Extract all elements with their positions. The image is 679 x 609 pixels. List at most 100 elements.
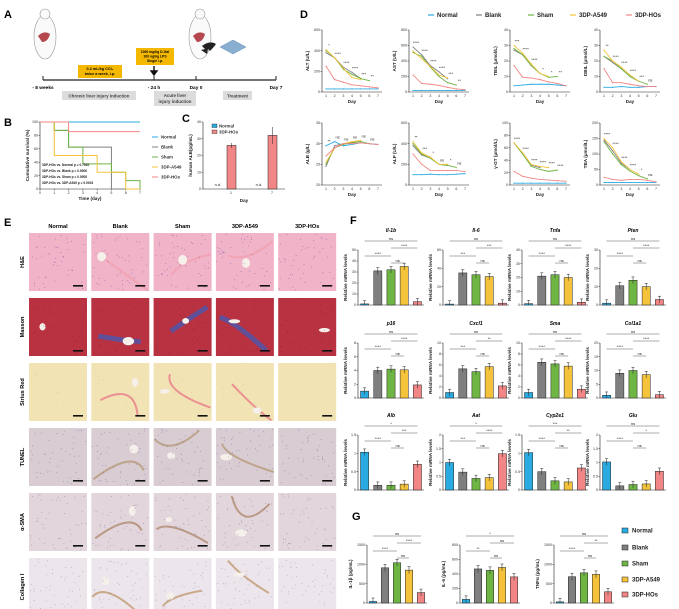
nucleus	[302, 299, 304, 301]
y-tick-label: 6	[518, 363, 520, 367]
bar-sham	[393, 562, 401, 604]
nucleus	[287, 593, 289, 595]
histology-image[interactable]	[278, 363, 337, 421]
histology-image[interactable]	[91, 363, 150, 421]
nucleus	[101, 235, 103, 237]
nucleus	[324, 329, 325, 331]
nucleus	[164, 519, 166, 521]
tissue-background	[278, 493, 337, 551]
nucleus	[143, 393, 145, 395]
x-tick-label: 7	[565, 94, 567, 98]
nucleus	[286, 331, 288, 333]
significance-label: ****	[531, 57, 538, 62]
nucleus	[307, 436, 309, 438]
nucleus	[267, 510, 269, 512]
nucleus	[316, 548, 318, 550]
histology-image[interactable]	[91, 428, 150, 486]
histology-image[interactable]	[153, 363, 212, 421]
nucleus	[98, 596, 100, 598]
histology-image[interactable]	[29, 558, 87, 609]
nucleus	[68, 406, 70, 408]
nucleus	[108, 305, 110, 307]
x-tick-label: 3	[620, 94, 622, 98]
nucleus	[82, 287, 84, 289]
x-tick-label: 5	[110, 191, 112, 195]
nucleus	[293, 509, 295, 511]
nucleus	[263, 275, 265, 277]
y-tick-label: 20	[316, 183, 320, 187]
histology-image[interactable]	[91, 298, 150, 356]
nucleus	[193, 328, 195, 330]
histology-image[interactable]	[278, 493, 337, 551]
nucleus	[64, 306, 66, 308]
histology-image[interactable]	[215, 428, 275, 486]
nucleus	[31, 495, 33, 497]
histology-image[interactable]	[29, 233, 87, 291]
histology-image[interactable]	[153, 428, 212, 486]
nucleus	[292, 587, 294, 589]
histology-image[interactable]	[29, 298, 87, 356]
histology-image[interactable]	[91, 558, 150, 609]
nucleus	[229, 524, 230, 526]
histology-image[interactable]	[153, 233, 212, 291]
nucleus	[117, 438, 119, 440]
nucleus	[57, 246, 59, 248]
significance-label: ****	[375, 436, 382, 441]
nucleus	[271, 372, 273, 374]
scale-bar	[197, 285, 208, 287]
bar-sham	[386, 368, 396, 399]
nucleus	[314, 369, 316, 371]
nucleus	[287, 332, 289, 333]
histology-image[interactable]	[215, 558, 274, 609]
nucleus	[222, 256, 224, 258]
nucleus	[56, 384, 58, 386]
bar-sham	[580, 572, 588, 604]
nucleus	[303, 461, 305, 462]
histology-image[interactable]	[153, 558, 212, 609]
significance-label: ****	[565, 336, 572, 341]
nucleus	[290, 567, 292, 569]
nucleus	[93, 410, 95, 411]
series-line-3dp-a549	[603, 49, 639, 82]
nucleus	[247, 454, 248, 456]
nucleus	[146, 264, 148, 266]
histology-image[interactable]	[91, 233, 150, 292]
nucleus	[139, 532, 141, 534]
nucleus	[228, 456, 230, 458]
nucleus	[323, 313, 325, 315]
nucleus	[95, 397, 97, 399]
histology-image[interactable]	[215, 493, 274, 551]
nucleus	[250, 428, 251, 430]
nucleus	[284, 470, 286, 472]
histology-image[interactable]	[278, 558, 337, 609]
histology-image[interactable]	[29, 428, 87, 486]
y-tick-label: 2	[439, 385, 441, 389]
nucleus	[57, 537, 59, 539]
nucleus	[247, 368, 249, 370]
histology-image[interactable]	[278, 298, 337, 356]
histology-image[interactable]	[278, 428, 337, 486]
x-tick-label: 1	[325, 94, 327, 98]
histology-image[interactable]	[29, 363, 87, 421]
histology-image[interactable]	[215, 363, 274, 422]
histology-image[interactable]	[91, 493, 150, 551]
y-tick-label: 10	[352, 292, 356, 296]
histology-image[interactable]	[153, 493, 212, 551]
histology-image[interactable]	[278, 233, 337, 291]
nucleus	[186, 371, 188, 373]
nucleus	[200, 450, 201, 452]
nucleus	[239, 328, 241, 330]
histology-image[interactable]	[29, 493, 87, 551]
nucleus	[183, 524, 185, 526]
histology-image[interactable]	[215, 233, 274, 291]
nucleus	[69, 590, 71, 592]
y-axis-label: DBIL (μmol/L)	[583, 46, 588, 76]
scale-bar	[73, 545, 83, 547]
histology-image[interactable]	[215, 298, 274, 356]
nucleus	[69, 529, 71, 531]
significance-label: ****	[539, 251, 546, 256]
histology-image[interactable]	[153, 298, 212, 356]
